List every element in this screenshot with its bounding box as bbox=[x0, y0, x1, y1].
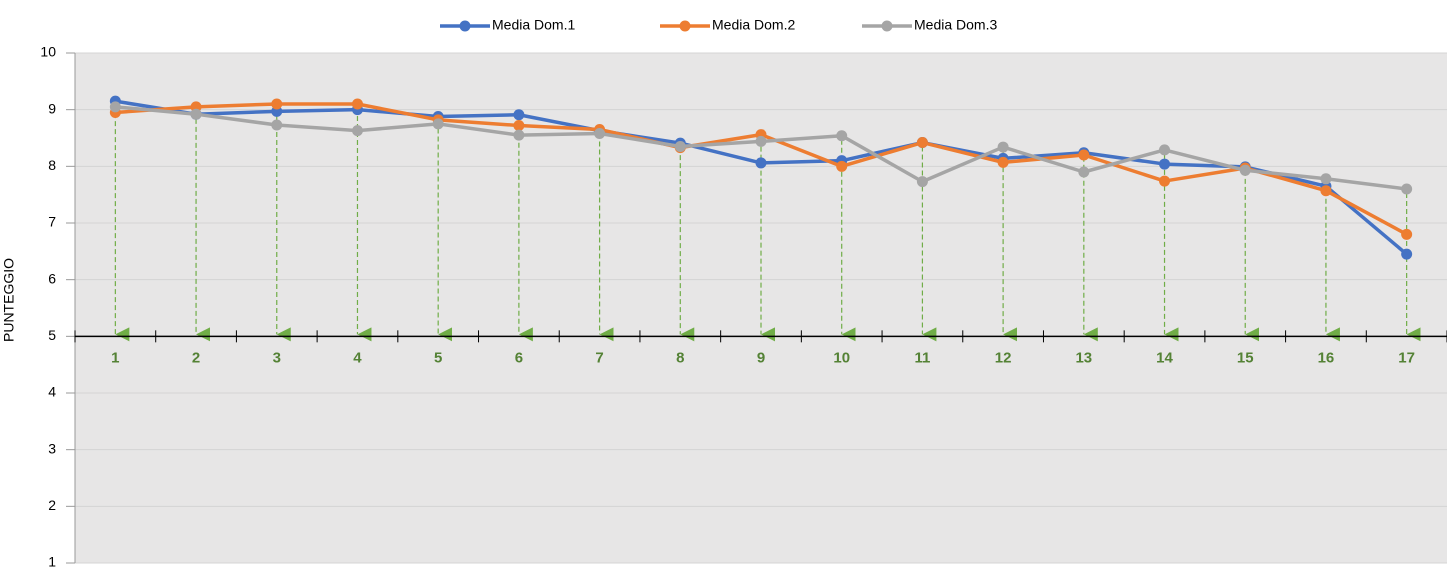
x-tick-label: 14 bbox=[1156, 349, 1173, 366]
data-point bbox=[513, 129, 525, 141]
x-tick-label: 6 bbox=[515, 349, 523, 366]
y-tick-label: 2 bbox=[48, 497, 56, 513]
data-point bbox=[1078, 149, 1090, 161]
data-point bbox=[351, 125, 363, 137]
x-tick-label: 1 bbox=[111, 349, 119, 366]
data-point bbox=[513, 120, 525, 132]
x-tick-label: 4 bbox=[353, 349, 362, 366]
y-tick-label: 9 bbox=[48, 100, 56, 116]
x-tick-label: 10 bbox=[833, 349, 850, 366]
data-point bbox=[190, 108, 202, 120]
data-point bbox=[755, 157, 767, 169]
data-point bbox=[674, 141, 686, 152]
y-tick-label: 3 bbox=[48, 440, 56, 456]
data-point bbox=[109, 101, 121, 113]
x-tick-label: 2 bbox=[192, 349, 200, 366]
y-tick-label: 8 bbox=[48, 157, 56, 173]
legend-marker bbox=[679, 20, 691, 32]
legend-label: Media Dom.1 bbox=[492, 17, 575, 33]
data-point bbox=[513, 109, 525, 121]
data-point bbox=[351, 98, 363, 110]
data-point bbox=[755, 135, 767, 147]
legend-marker bbox=[459, 20, 471, 32]
data-point bbox=[1401, 183, 1413, 195]
y-tick-label: 1 bbox=[48, 554, 56, 570]
data-point bbox=[1401, 228, 1413, 240]
data-point bbox=[916, 137, 928, 149]
x-tick-label: 8 bbox=[676, 349, 684, 366]
data-point bbox=[997, 156, 1009, 168]
legend-marker bbox=[881, 20, 893, 32]
y-axis-label: PUNTEGGIO bbox=[1, 258, 17, 342]
y-tick-label: 6 bbox=[48, 270, 56, 286]
x-tick-label: 7 bbox=[595, 349, 603, 366]
data-point bbox=[997, 141, 1009, 153]
legend-label: Media Dom.2 bbox=[712, 17, 795, 33]
data-point bbox=[594, 127, 606, 139]
x-tick-label: 9 bbox=[757, 349, 765, 366]
data-point bbox=[1159, 144, 1171, 156]
x-tick-label: 12 bbox=[995, 349, 1012, 366]
x-tick-label: 5 bbox=[434, 349, 442, 366]
data-point bbox=[1320, 185, 1332, 197]
data-point bbox=[271, 98, 283, 110]
legend-label: Media Dom.3 bbox=[914, 17, 997, 33]
data-point bbox=[836, 130, 848, 142]
data-point bbox=[1401, 248, 1413, 260]
x-tick-label: 3 bbox=[273, 349, 281, 366]
data-point bbox=[1320, 173, 1332, 185]
data-point bbox=[271, 119, 283, 131]
x-tick-label: 15 bbox=[1237, 349, 1254, 366]
y-tick-label: 5 bbox=[48, 327, 56, 343]
y-tick-label: 4 bbox=[48, 384, 56, 400]
x-tick-label: 17 bbox=[1398, 349, 1415, 366]
data-point bbox=[836, 160, 848, 172]
y-tick-label: 10 bbox=[40, 44, 56, 60]
data-point bbox=[916, 176, 928, 188]
data-point bbox=[432, 118, 444, 130]
x-tick-label: 11 bbox=[914, 349, 930, 366]
data-point bbox=[1159, 175, 1171, 187]
x-tick-label: 16 bbox=[1318, 349, 1335, 366]
data-point bbox=[1239, 164, 1251, 176]
y-tick-label: 7 bbox=[48, 214, 56, 230]
data-point bbox=[1078, 166, 1090, 178]
x-tick-label: 13 bbox=[1075, 349, 1092, 366]
data-point bbox=[1159, 158, 1171, 170]
